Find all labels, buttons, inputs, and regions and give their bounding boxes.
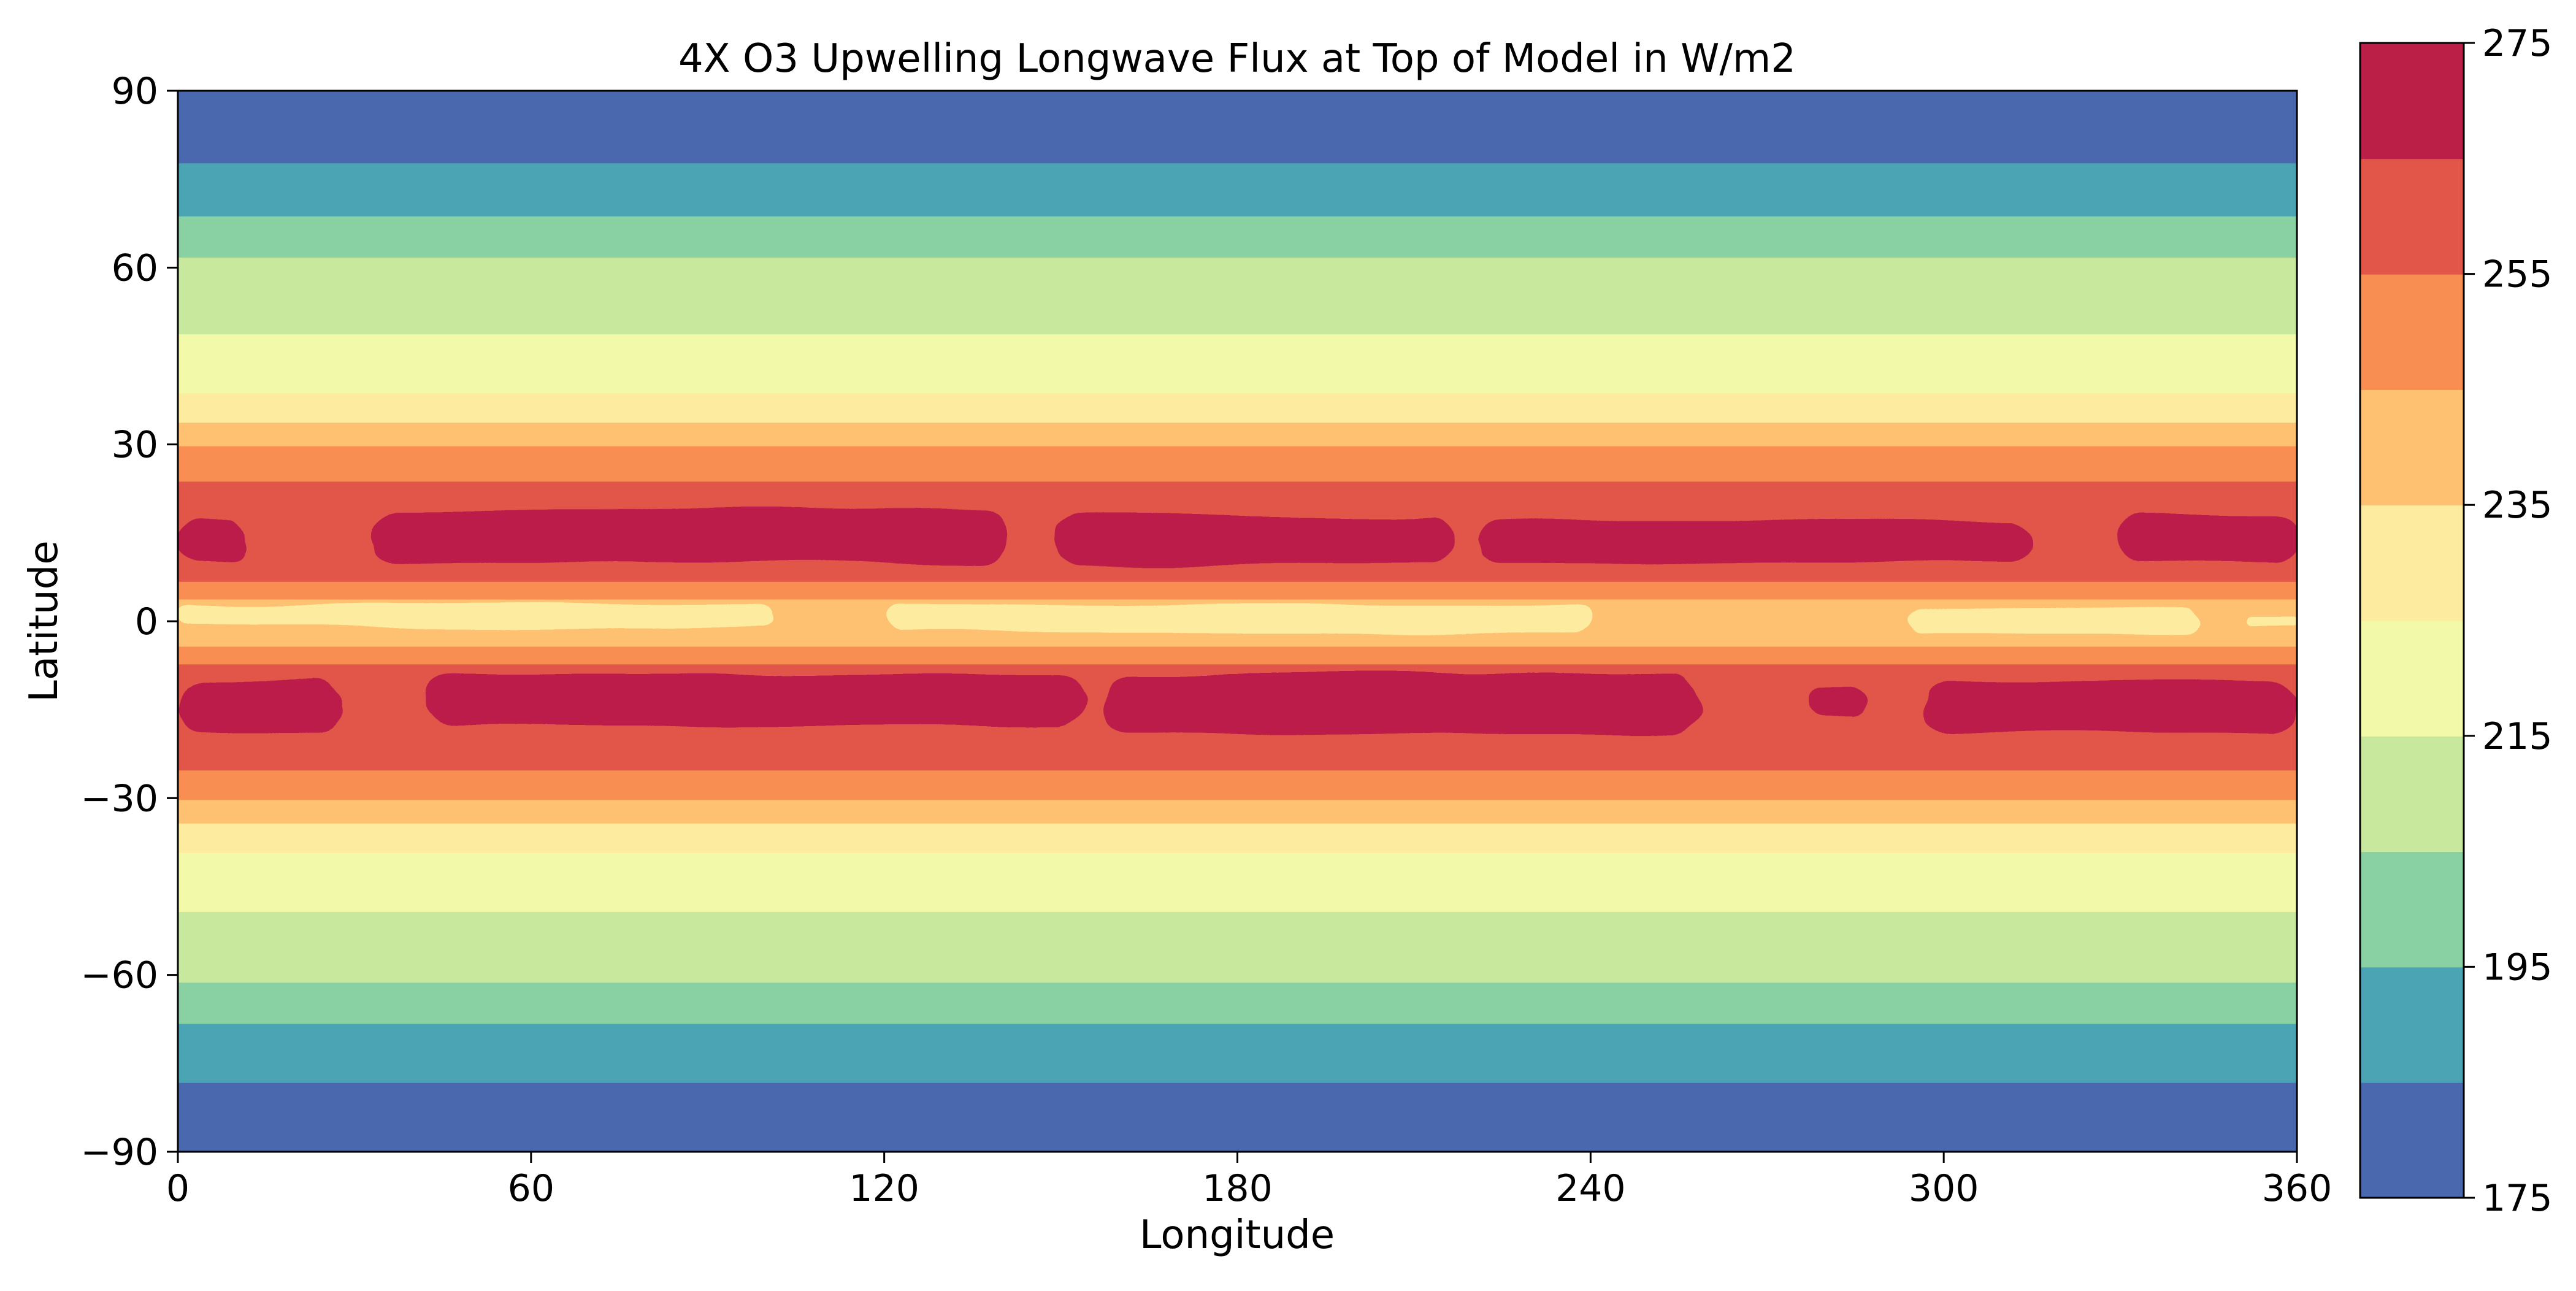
contour-region (1926, 680, 2297, 734)
contour-region (178, 603, 773, 627)
colorbar-segment (2360, 158, 2464, 275)
x-tick-label: 180 (1202, 1167, 1273, 1210)
contour-band (178, 819, 2297, 853)
y-tick-label: −90 (80, 1131, 158, 1174)
contour-region (884, 603, 1591, 634)
contour-band (178, 419, 2297, 446)
contour-regions (178, 509, 2297, 734)
x-tick-label: 120 (849, 1167, 919, 1210)
contour-band (178, 159, 2297, 216)
plot-area (178, 91, 2297, 1152)
contour-band (178, 212, 2297, 258)
contour-region (1478, 521, 2033, 562)
contour-band (178, 91, 2297, 164)
chart-title: 4X O3 Upwelling Longwave Flux at Top of … (678, 36, 1796, 82)
colorbar-segment (2360, 967, 2464, 1083)
contour-band (178, 331, 2297, 394)
colorbar-frame (2359, 42, 2465, 1199)
contour-band (178, 389, 2297, 423)
colorbar-tick-label: 175 (2482, 1177, 2553, 1220)
contour-region (178, 521, 249, 562)
y-tick-label: 0 (135, 600, 158, 643)
contour-region (1808, 686, 1868, 716)
colorbar-segment (2360, 735, 2464, 852)
contour-region (2244, 615, 2297, 627)
colorbar-tick-label: 235 (2482, 484, 2553, 527)
contour-band (178, 1020, 2297, 1083)
x-tick-label: 360 (2262, 1167, 2333, 1210)
contour-band (178, 796, 2297, 824)
colorbar-tick-label: 275 (2482, 22, 2553, 65)
contour-band (178, 849, 2297, 912)
contour-band (178, 254, 2297, 335)
y-axis: −90 −60 −30 0 30 60 90 (80, 70, 178, 1174)
colorbar-segment (2360, 43, 2464, 159)
x-tick-label: 60 (508, 1167, 554, 1210)
contour-region (1102, 674, 1703, 734)
y-tick-label: 90 (112, 70, 158, 113)
y-axis-label: Latitude (21, 540, 67, 702)
contour-region (372, 509, 1008, 562)
x-tick-label: 240 (1555, 1167, 1626, 1210)
contour-band (178, 1079, 2297, 1152)
contour-region (1054, 515, 1455, 562)
x-tick-label: 300 (1909, 1167, 1979, 1210)
colorbar-segment (2360, 389, 2464, 506)
colorbar-segment (2360, 620, 2464, 737)
colorbar-segment (2360, 1082, 2464, 1198)
y-tick-label: −60 (80, 954, 158, 997)
colorbar-tick-label: 195 (2482, 946, 2553, 989)
colorbar-tick-label: 215 (2482, 715, 2553, 758)
colorbar-tick-label: 255 (2482, 253, 2553, 296)
y-tick-label: 30 (112, 424, 158, 467)
colorbar-segment (2360, 274, 2464, 390)
contour-band (178, 767, 2297, 800)
contour-region (2120, 515, 2297, 562)
colorbar-segment (2360, 851, 2464, 968)
contour-band (178, 979, 2297, 1024)
y-tick-label: −30 (80, 777, 158, 820)
colorbar-segment (2360, 505, 2464, 621)
y-tick-label: 60 (112, 247, 158, 289)
contour-region (1908, 609, 2197, 634)
x-axis-label: Longitude (1140, 1212, 1335, 1258)
contour-region (178, 680, 343, 734)
x-axis: 0 60 120 180 240 300 360 (166, 1152, 2332, 1210)
x-tick-label: 0 (166, 1167, 190, 1210)
contour-region (425, 674, 1084, 727)
contour-band (178, 908, 2297, 983)
colorbar: 175 195 215 235 255 275 (2359, 22, 2553, 1220)
contour-band (178, 442, 2297, 482)
